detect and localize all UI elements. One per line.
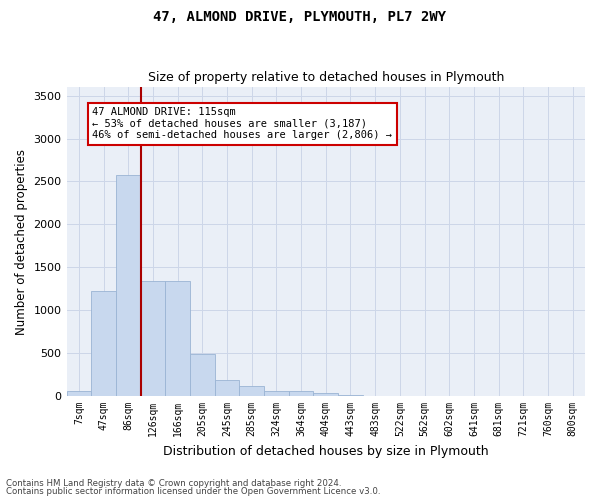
Bar [264,392,289,396]
Bar [313,394,338,396]
Bar [67,391,91,396]
Text: Contains HM Land Registry data © Crown copyright and database right 2024.: Contains HM Land Registry data © Crown c… [6,478,341,488]
Bar [215,380,239,396]
Text: 47 ALMOND DRIVE: 115sqm
← 53% of detached houses are smaller (3,187)
46% of semi: 47 ALMOND DRIVE: 115sqm ← 53% of detache… [92,107,392,140]
Bar [239,386,264,396]
Text: Contains public sector information licensed under the Open Government Licence v3: Contains public sector information licen… [6,487,380,496]
X-axis label: Distribution of detached houses by size in Plymouth: Distribution of detached houses by size … [163,444,488,458]
Bar [190,354,215,396]
Title: Size of property relative to detached houses in Plymouth: Size of property relative to detached ho… [148,72,504,85]
Y-axis label: Number of detached properties: Number of detached properties [15,148,28,334]
Bar [91,292,116,396]
Bar [289,392,313,396]
Bar [165,281,190,396]
Bar [140,281,165,396]
Text: 47, ALMOND DRIVE, PLYMOUTH, PL7 2WY: 47, ALMOND DRIVE, PLYMOUTH, PL7 2WY [154,10,446,24]
Bar [116,174,140,396]
Bar [338,395,363,396]
